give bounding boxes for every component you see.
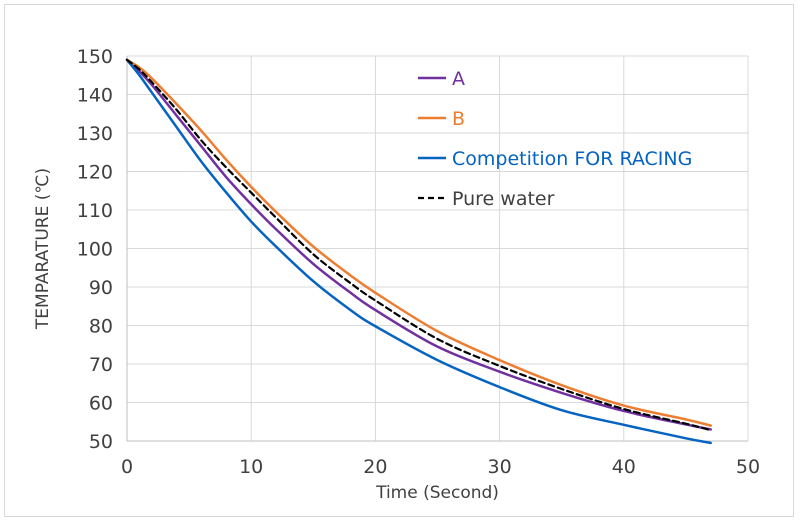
series-line-b bbox=[125, 58, 712, 427]
y-tick-label: 140 bbox=[77, 85, 113, 107]
y-tick-label: 120 bbox=[77, 162, 113, 184]
y-tick-label: 100 bbox=[77, 239, 113, 261]
x-axis-title: Time (Second) bbox=[375, 483, 499, 503]
y-tick-label: 50 bbox=[89, 431, 113, 453]
legend: AB Competition FOR RACING Pure water bbox=[418, 68, 692, 210]
legend-label: Competition FOR RACING bbox=[452, 148, 692, 170]
legend-label: A bbox=[452, 68, 465, 90]
legend-label: B bbox=[452, 108, 465, 130]
y-tick-label: 70 bbox=[89, 354, 113, 376]
x-tick-label: 10 bbox=[239, 456, 263, 478]
y-tick-label: 90 bbox=[89, 277, 113, 299]
series-lines bbox=[125, 58, 712, 445]
chart-frame bbox=[4, 4, 794, 517]
x-tick-label: 30 bbox=[488, 456, 512, 478]
y-axis-title: TEMPARATURE (℃) bbox=[33, 168, 53, 330]
y-tick-label: 130 bbox=[77, 123, 113, 145]
y-tick-label: 80 bbox=[89, 316, 113, 338]
legend-label: Pure water bbox=[452, 188, 555, 210]
y-tick-label: 110 bbox=[77, 200, 113, 222]
x-tick-labels: 0 10 20 30 40 50 bbox=[121, 456, 760, 478]
x-tick-label: 50 bbox=[736, 456, 760, 478]
x-tick-label: 0 bbox=[121, 456, 133, 478]
grid-lines bbox=[127, 55, 749, 441]
x-tick-label: 40 bbox=[612, 456, 636, 478]
x-tick-label: 20 bbox=[363, 456, 387, 478]
y-tick-label: 150 bbox=[77, 46, 113, 68]
y-tick-label: 60 bbox=[89, 393, 113, 415]
series-line-a bbox=[125, 58, 712, 431]
series-line-competition-for-racing bbox=[125, 58, 712, 445]
axes bbox=[126, 56, 748, 442]
series-line-pure-water bbox=[125, 58, 712, 432]
y-tick-labels: 50 60 70 80 90 100 110 120 130 140 150 bbox=[77, 46, 113, 453]
